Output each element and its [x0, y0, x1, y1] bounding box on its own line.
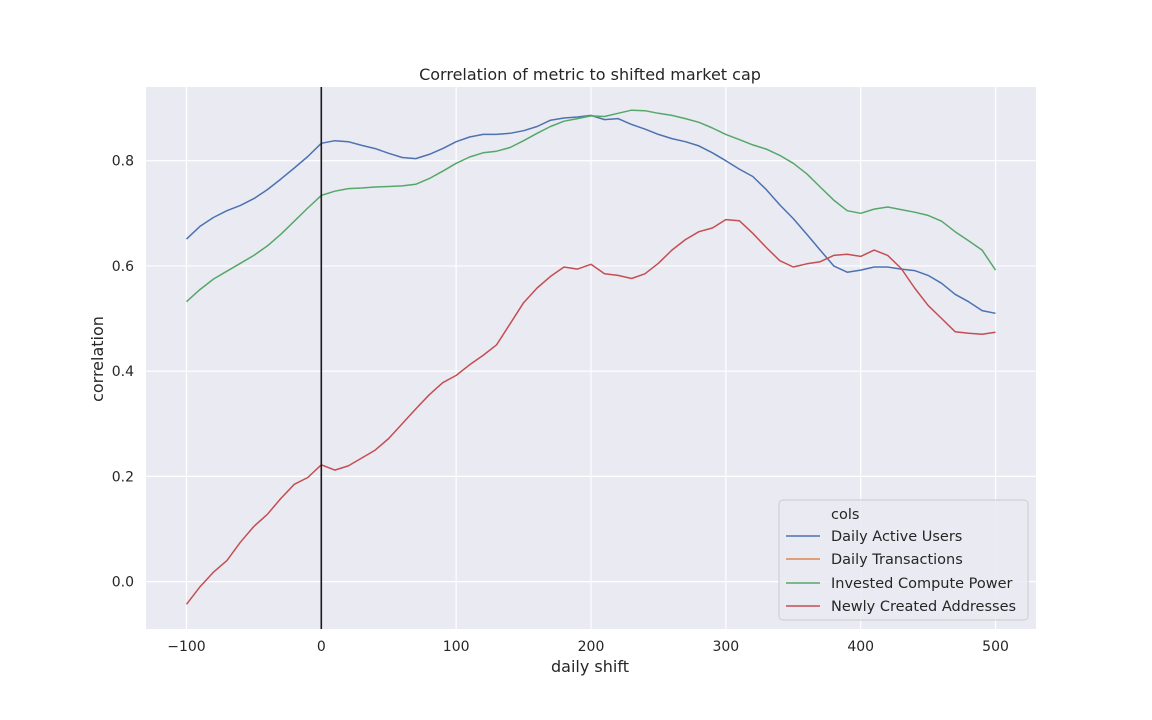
x-axis-label: daily shift [551, 657, 629, 676]
y-tick-label: 0.6 [112, 259, 134, 275]
x-tick-label: 500 [982, 639, 1009, 655]
y-tick-label: 0.0 [112, 575, 134, 591]
legend: cols Daily Active Users Daily Transactio… [778, 499, 1029, 621]
legend-entry-invested-compute-power: Invested Compute Power [831, 576, 1013, 592]
y-tick-label: 0.2 [112, 469, 134, 485]
y-tick-label: 0.8 [112, 154, 134, 170]
legend-entry-daily-transactions: Daily Transactions [831, 552, 963, 568]
legend-entry-daily-active-users: Daily Active Users [831, 529, 962, 545]
x-tick-label: 100 [443, 639, 470, 655]
x-tick-label: 200 [578, 639, 605, 655]
x-tick-label: 400 [847, 639, 874, 655]
tick-labels: −100 0 100 200 300 400 500 0.0 0.2 0.4 0.6 0.8 [112, 154, 1009, 655]
chart-title: Correlation of metric to shifted market … [419, 65, 761, 84]
legend-title: cols [831, 507, 859, 523]
x-tick-label: −100 [167, 639, 205, 655]
legend-entry-newly-created-addresses: Newly Created Addresses [831, 599, 1016, 615]
x-tick-label: 0 [317, 639, 326, 655]
y-tick-label: 0.4 [112, 364, 134, 380]
y-axis-label: correlation [88, 316, 107, 402]
x-tick-label: 300 [712, 639, 739, 655]
legend-box [778, 499, 1029, 621]
